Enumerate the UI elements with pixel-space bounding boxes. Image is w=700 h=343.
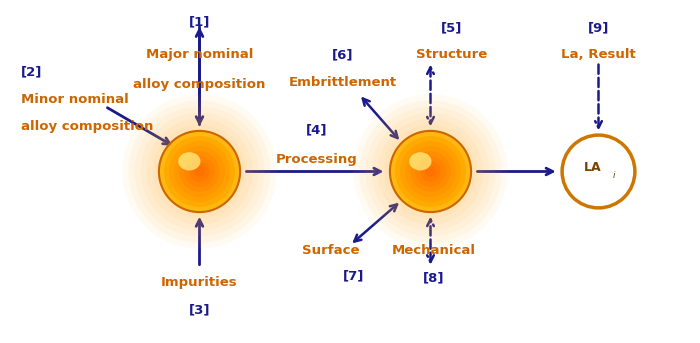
Ellipse shape (169, 141, 230, 202)
Text: i: i (612, 171, 615, 180)
Text: Embrittlement: Embrittlement (289, 76, 397, 89)
Text: Impurities: Impurities (161, 276, 238, 289)
Text: Surface: Surface (302, 244, 360, 257)
Ellipse shape (174, 146, 225, 197)
Text: [6]: [6] (332, 48, 354, 61)
Ellipse shape (562, 135, 635, 208)
Ellipse shape (390, 131, 471, 212)
Ellipse shape (141, 113, 258, 230)
Ellipse shape (178, 152, 200, 170)
Text: [3]: [3] (189, 304, 210, 317)
Ellipse shape (420, 161, 441, 182)
Text: Structure: Structure (416, 48, 487, 61)
Ellipse shape (179, 151, 220, 192)
Ellipse shape (164, 136, 235, 207)
Ellipse shape (410, 151, 451, 192)
Ellipse shape (195, 166, 204, 177)
Text: alloy composition: alloy composition (21, 120, 153, 133)
Text: [1]: [1] (189, 16, 210, 29)
Text: La, Result: La, Result (561, 48, 636, 61)
Ellipse shape (184, 156, 215, 187)
Text: [4]: [4] (306, 124, 327, 137)
Text: Mechanical: Mechanical (392, 244, 476, 257)
Text: alloy composition: alloy composition (133, 78, 266, 91)
Text: Processing: Processing (276, 153, 357, 166)
Ellipse shape (159, 131, 240, 212)
Ellipse shape (354, 94, 508, 249)
Ellipse shape (134, 107, 265, 236)
Text: [8]: [8] (424, 271, 444, 284)
Ellipse shape (426, 166, 435, 177)
Ellipse shape (365, 107, 496, 236)
Ellipse shape (395, 136, 466, 207)
Ellipse shape (189, 161, 210, 182)
Ellipse shape (147, 119, 252, 224)
Ellipse shape (415, 156, 446, 187)
Ellipse shape (360, 100, 501, 243)
Ellipse shape (153, 125, 246, 218)
Text: Major nominal: Major nominal (146, 48, 253, 61)
Text: LA: LA (584, 161, 602, 174)
Ellipse shape (372, 113, 489, 230)
Ellipse shape (400, 141, 461, 202)
Ellipse shape (384, 125, 477, 218)
Ellipse shape (410, 152, 431, 170)
Text: Minor nominal: Minor nominal (21, 93, 129, 106)
Text: [9]: [9] (588, 21, 609, 34)
Text: [2]: [2] (21, 66, 43, 79)
Text: [7]: [7] (343, 270, 364, 283)
Text: [5]: [5] (441, 21, 462, 34)
Ellipse shape (405, 146, 456, 197)
Ellipse shape (122, 94, 276, 249)
Ellipse shape (378, 119, 483, 224)
Ellipse shape (128, 100, 270, 243)
